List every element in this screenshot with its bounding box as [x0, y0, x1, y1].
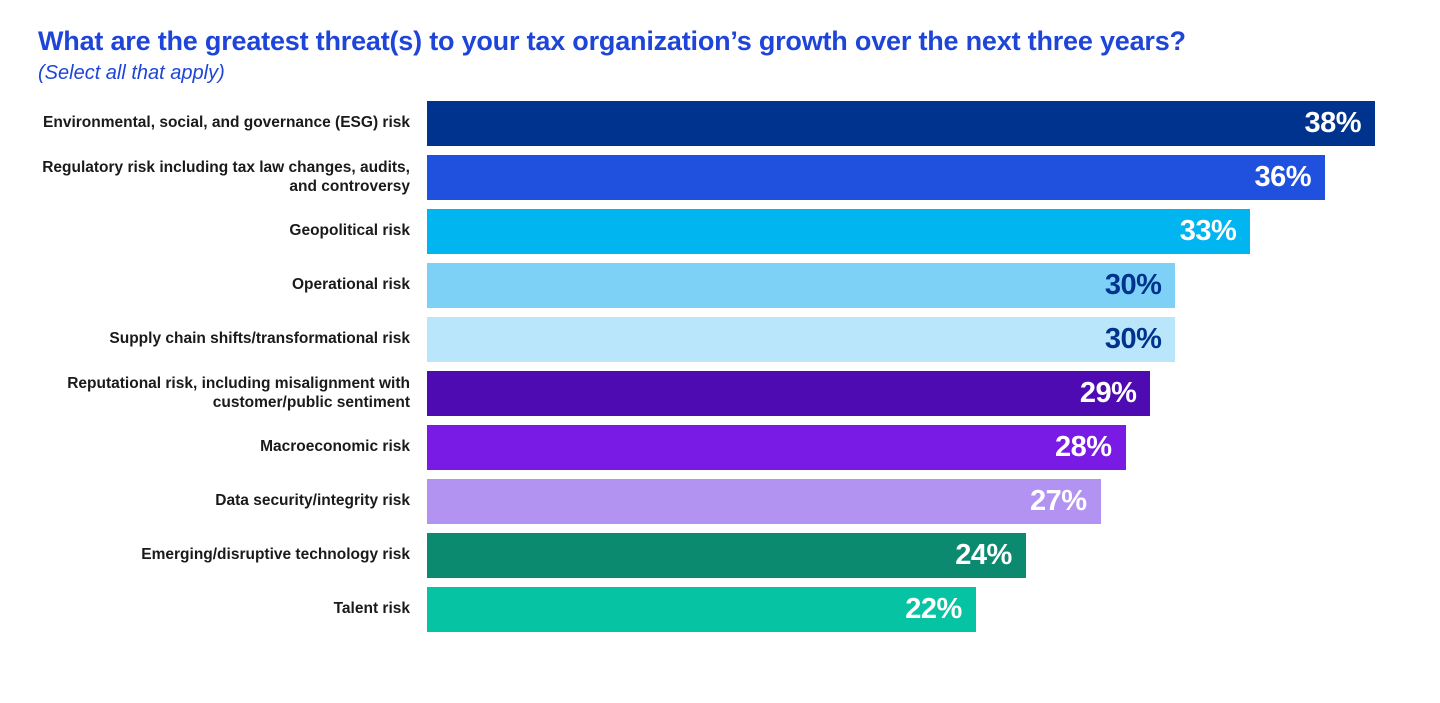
bar: 29% [427, 371, 1151, 417]
bar-row: Data security/integrity risk 27% [38, 479, 1375, 525]
bar-area: 24% [427, 533, 1375, 579]
value-label: 22% [905, 593, 962, 626]
bar-row: Talent risk 22% [38, 587, 1375, 633]
bar-area: 29% [427, 371, 1375, 417]
category-label: Environmental, social, and governance (E… [43, 114, 410, 132]
value-label: 30% [1104, 323, 1162, 356]
bar-row: Emerging/disruptive technology risk 24% [38, 533, 1375, 579]
bar: 22% [427, 587, 976, 633]
bar-area: 27% [427, 479, 1375, 525]
bar-area: 22% [427, 587, 1375, 633]
bar: 30% [427, 263, 1176, 309]
bar-row: Regulatory risk including tax law change… [38, 155, 1375, 201]
category-label: Geopolitical risk [289, 222, 410, 240]
bar-row: Macroeconomic risk 28% [38, 425, 1375, 471]
bar-row: Geopolitical risk 33% [38, 209, 1375, 255]
bar: 24% [427, 533, 1026, 579]
bar-chart: Environmental, social, and governance (E… [38, 101, 1440, 633]
bar-row: Supply chain shifts/transformational ris… [38, 317, 1375, 363]
bar-area: 36% [427, 155, 1375, 201]
category-label: Macroeconomic risk [260, 438, 410, 456]
bar-area: 33% [427, 209, 1375, 255]
bar-row: Reputational risk, including misalignmen… [38, 371, 1375, 417]
value-label: 33% [1179, 215, 1237, 248]
category-label: Reputational risk, including misalignmen… [67, 374, 410, 411]
value-label: 27% [1030, 485, 1087, 518]
bar-area: 30% [427, 263, 1375, 309]
category-label: Talent risk [333, 600, 410, 618]
bar-area: 30% [427, 317, 1375, 363]
bar: 30% [427, 317, 1176, 363]
bar: 38% [427, 101, 1375, 147]
bar-area: 28% [427, 425, 1375, 471]
chart-title: What are the greatest threat(s) to your … [38, 26, 1186, 56]
value-label: 29% [1079, 377, 1137, 410]
category-label: Regulatory risk including tax law change… [42, 158, 410, 195]
value-label: 30% [1104, 269, 1162, 302]
category-label: Data security/integrity risk [215, 492, 410, 510]
bar: 27% [427, 479, 1101, 525]
category-label: Emerging/disruptive technology risk [141, 546, 410, 564]
bar-area: 38% [427, 101, 1375, 147]
value-label: 28% [1054, 431, 1112, 464]
value-label: 36% [1254, 161, 1312, 194]
category-label: Supply chain shifts/transformational ris… [109, 330, 410, 348]
category-label: Operational risk [291, 276, 410, 294]
bar: 28% [427, 425, 1126, 471]
bar-row: Operational risk 30% [38, 263, 1375, 309]
bar-row: Environmental, social, and governance (E… [38, 101, 1375, 147]
bar: 33% [427, 209, 1251, 255]
bar: 36% [427, 155, 1326, 201]
value-label: 24% [955, 539, 1012, 572]
value-label: 38% [1304, 107, 1361, 140]
chart-subtitle: (Select all that apply) [38, 62, 225, 85]
